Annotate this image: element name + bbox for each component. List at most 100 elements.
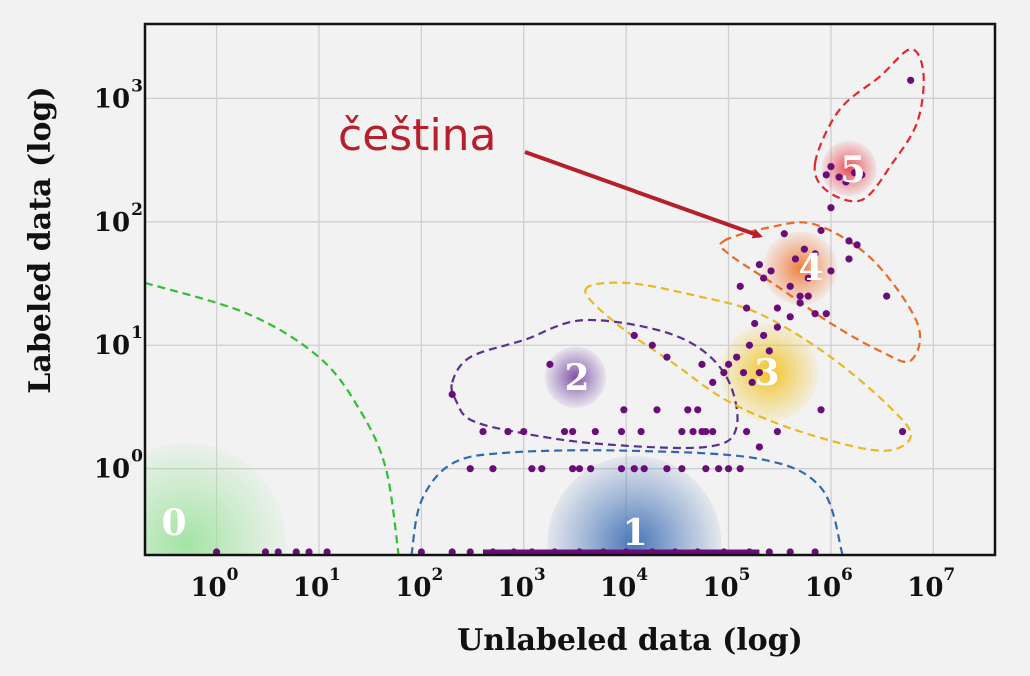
data-point (323, 548, 331, 555)
data-point (637, 427, 645, 436)
cluster-label-2: 2 (564, 357, 589, 399)
data-point (715, 465, 723, 473)
data-point (702, 465, 710, 473)
y-tick-exponent: 2 (131, 200, 143, 220)
x-tick-label: 10 (805, 573, 841, 603)
data-point (698, 360, 706, 368)
data-point (858, 171, 866, 179)
data-point (760, 274, 768, 282)
data-point (489, 465, 497, 473)
data-point (755, 369, 763, 377)
x-tick-label: 10 (293, 573, 329, 603)
data-point (850, 169, 859, 177)
data-point (898, 427, 907, 436)
data-point (448, 548, 456, 555)
y-tick-label: 10 (94, 455, 130, 485)
data-point (796, 299, 804, 307)
data-point (575, 465, 584, 473)
cluster-blob-5 (821, 140, 877, 197)
data-point (817, 226, 825, 235)
data-point (773, 304, 782, 312)
data-point (767, 267, 775, 275)
data-point (569, 465, 577, 473)
data-point (587, 465, 595, 473)
y-axis-title: Labeled data (log) (23, 86, 58, 393)
data-point (261, 548, 270, 555)
y-tick-exponent: 1 (131, 323, 143, 343)
data-point (765, 347, 773, 355)
cluster-blob-2 (544, 346, 607, 409)
x-tick-exponent: 4 (636, 565, 648, 585)
y-tick-label: 10 (94, 331, 130, 361)
x-tick-exponent: 3 (534, 565, 546, 585)
data-point (827, 162, 835, 171)
data-point (466, 465, 474, 473)
data-point (827, 204, 835, 212)
data-point (212, 548, 221, 555)
data-point (780, 230, 788, 238)
cluster-boundary-5 (813, 48, 925, 203)
data-point (733, 353, 741, 361)
data-point (305, 548, 313, 555)
data-point (620, 406, 628, 414)
data-points (212, 76, 915, 555)
data-point (748, 378, 756, 387)
data-point (684, 406, 692, 414)
x-tick-label: 10 (600, 573, 636, 603)
data-point (786, 282, 794, 290)
data-point (709, 378, 717, 387)
cluster-blobs (145, 140, 877, 555)
data-point (709, 427, 717, 436)
data-point (648, 341, 656, 349)
data-point (724, 360, 733, 368)
data-point (804, 292, 812, 300)
cluster-boundary-0 (145, 281, 400, 555)
data-point (811, 548, 819, 555)
cluster-label-3: 3 (754, 352, 779, 394)
data-point (800, 245, 808, 253)
data-point (817, 406, 825, 414)
data-point (678, 427, 686, 436)
data-point (811, 310, 819, 318)
cluster-boundary-1 (410, 449, 844, 555)
data-point (466, 548, 474, 555)
x-tick-label: 10 (907, 573, 943, 603)
y-tick-exponent: 0 (131, 447, 143, 467)
data-point (630, 465, 638, 473)
data-point (739, 369, 748, 377)
data-point (520, 427, 528, 436)
cluster-label-1: 1 (622, 512, 647, 554)
data-point (528, 465, 536, 473)
x-tick-label: 10 (702, 573, 738, 603)
data-point (736, 282, 744, 290)
cluster-boundary-3 (584, 281, 913, 452)
data-point (883, 292, 891, 300)
plot-background (145, 24, 995, 555)
data-point (786, 548, 794, 555)
data-point (560, 427, 569, 436)
data-point (773, 427, 782, 436)
cluster-labels: 0 1 2 3 4 5 (161, 149, 865, 554)
x-tick-exponent: 2 (431, 565, 443, 585)
data-point (751, 319, 759, 328)
data-point (907, 76, 915, 84)
data-point (274, 548, 282, 555)
data-point (853, 241, 861, 249)
y-tick-label: 10 (94, 208, 130, 238)
data-point (835, 173, 843, 181)
data-point (292, 548, 300, 555)
data-point (791, 255, 800, 263)
data-point (448, 390, 456, 398)
data-point (804, 274, 812, 282)
data-point (504, 427, 512, 436)
data-point (591, 427, 599, 436)
data-point (845, 255, 853, 263)
annotation: čeština (338, 110, 763, 239)
data-point (663, 353, 671, 361)
data-point (760, 331, 768, 340)
cluster-label-4: 4 (798, 247, 823, 289)
annotation-label: čeština (338, 110, 497, 161)
x-tick-label: 10 (498, 573, 534, 603)
